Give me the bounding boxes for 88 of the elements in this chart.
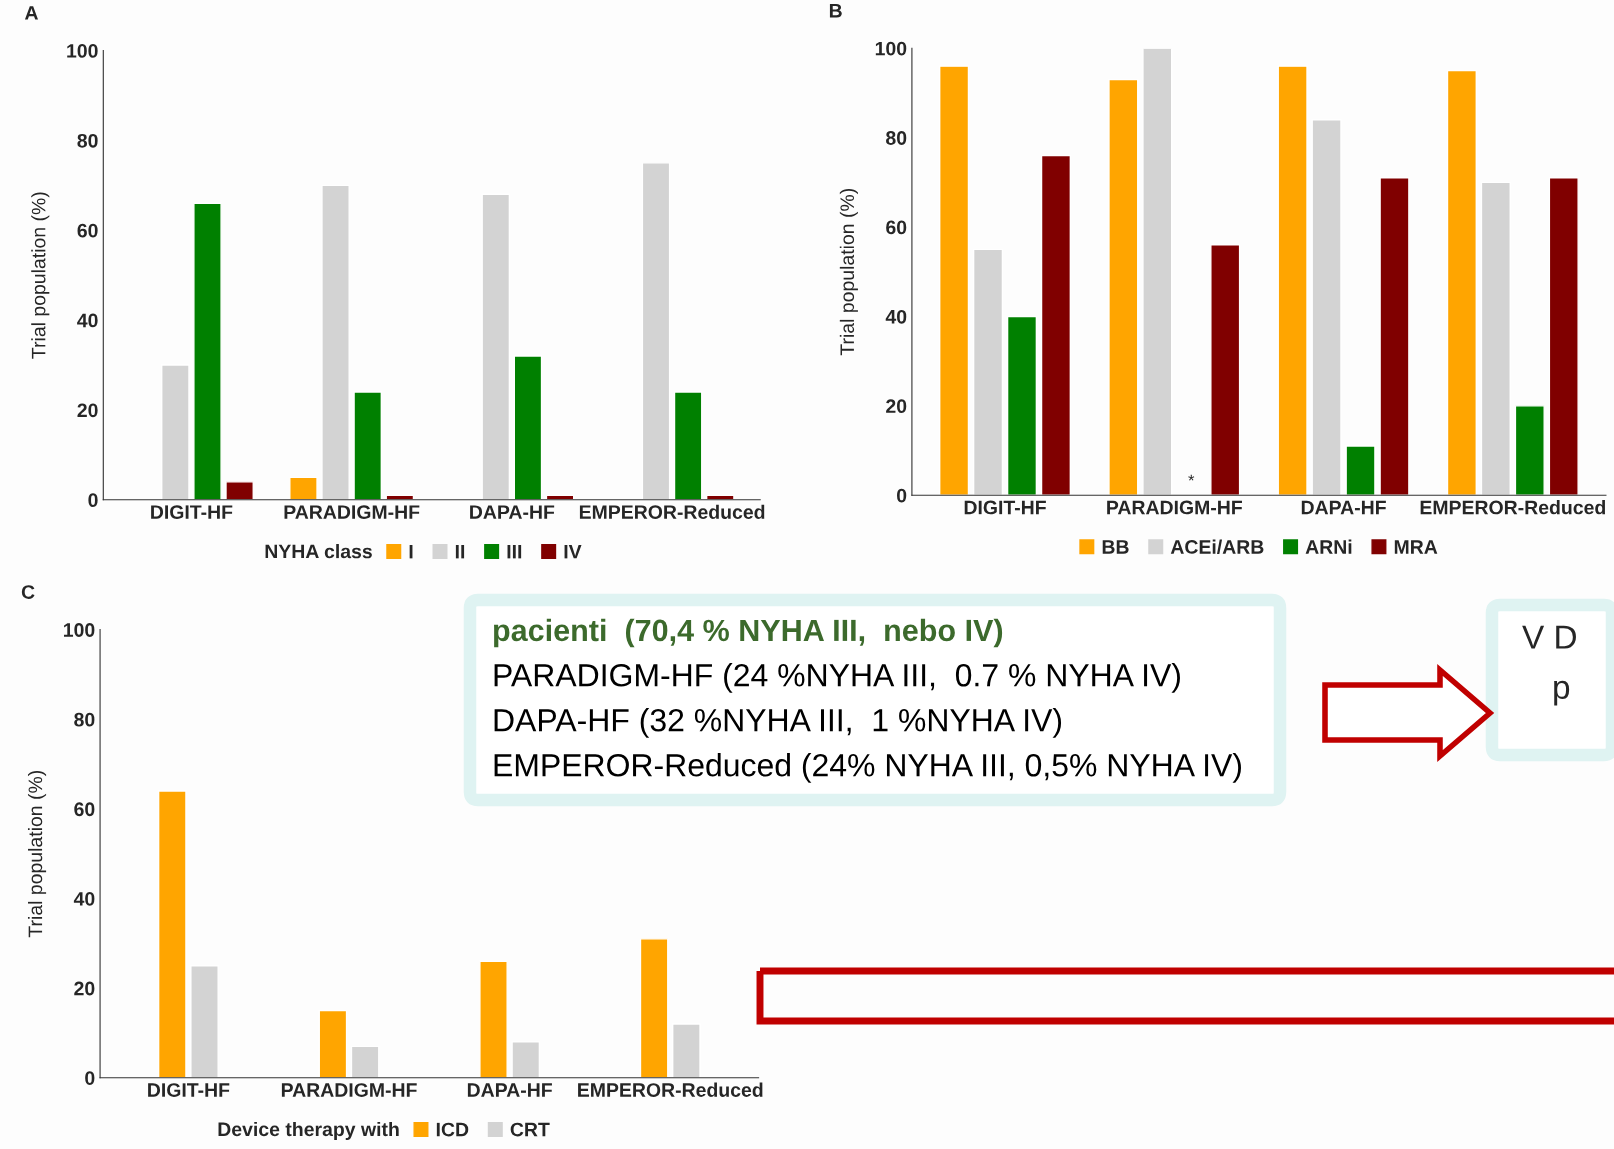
bar [481, 193, 511, 500]
y-axis-title: Trial population (%) [839, 189, 858, 356]
y-tick-label: 80 [74, 712, 95, 727]
x-tick-label: PARADIGM-HF [281, 1083, 417, 1097]
annotation: DAPA-HF (32 %NYHA III, 1 %NYHA IV) [494, 708, 1062, 738]
legend-title: NYHA class [265, 544, 372, 559]
chart-title: C [21, 585, 35, 599]
y-tick-label: 60 [77, 223, 98, 238]
bar [511, 1041, 541, 1078]
bar [1548, 177, 1579, 496]
x-tick-label: PARADIGM-HF [1107, 500, 1242, 515]
bar [479, 960, 508, 1078]
x-tick-label: DAPA-HF [467, 1083, 552, 1097]
legend-label: ARNi [1305, 539, 1352, 554]
legend-label: ICD [436, 1122, 469, 1137]
y-tick-label: 40 [73, 891, 95, 906]
bar [639, 938, 669, 1078]
y-axis-title: Trial population (%) [31, 192, 50, 359]
x-tick-label: PARADIGM-HF [284, 505, 420, 519]
bar [190, 965, 219, 1078]
annotation: * [1188, 474, 1195, 481]
bar [1210, 244, 1241, 496]
bar [1006, 315, 1038, 496]
y-tick-label: 20 [74, 981, 95, 996]
text: p [1554, 680, 1570, 706]
x-tick-label: DAPA-HF [470, 505, 555, 519]
bar [1142, 48, 1173, 496]
x-tick-label: DIGIT-HF [964, 500, 1046, 515]
legend-label: CRT [510, 1122, 550, 1137]
bar [938, 65, 970, 496]
legend-label: BB [1102, 540, 1129, 554]
legend-label: IV [564, 544, 582, 559]
y-tick-label: 80 [886, 131, 907, 145]
y-tick-label: 0 [897, 488, 907, 503]
bar [1446, 69, 1477, 496]
y-tick-label: 100 [875, 41, 907, 56]
x-tick-label: DAPA-HF [1301, 500, 1386, 515]
x-tick-label: DIGIT-HF [151, 505, 233, 519]
y-tick-label: 40 [77, 313, 98, 328]
y-tick-label: 60 [886, 220, 907, 235]
x-tick-label: DIGIT-HF [148, 1083, 230, 1097]
bar [673, 391, 703, 500]
y-tick-label: 20 [77, 403, 98, 418]
legend-label: III [507, 544, 522, 559]
y-tick-label: 100 [67, 44, 98, 58]
y-tick-label: 0 [88, 493, 98, 508]
bar [672, 1023, 701, 1078]
legend-label: ACEi/ARB [1170, 539, 1264, 555]
bar [225, 481, 254, 500]
legend-title: Device therapy with [218, 1121, 399, 1141]
bar [1108, 78, 1139, 496]
bar [353, 391, 383, 500]
bar [1514, 405, 1545, 496]
annotation: pacienti (70,4 % NYHA III, nebo IV) [494, 618, 1003, 648]
bar [318, 1009, 348, 1078]
bar [1311, 119, 1342, 496]
y-tick-label: 20 [886, 399, 907, 414]
bar [513, 355, 543, 500]
y-tick-label: 100 [63, 623, 95, 637]
y-tick-label: 80 [77, 133, 98, 148]
annotation: EMPEROR-Reduced (24% NYHA III, 0,5% NYHA IV) [494, 753, 1241, 783]
y-tick-label: 40 [885, 309, 907, 324]
y-tick-label: 0 [85, 1071, 95, 1085]
chart-title: A [24, 6, 38, 20]
bar [1480, 181, 1511, 496]
chart-title: B [829, 4, 842, 18]
x-tick-label: EMPEROR-Reduced [579, 504, 765, 519]
bar [350, 1045, 380, 1078]
bar [161, 364, 190, 500]
bar [193, 202, 222, 500]
bar [1379, 177, 1410, 496]
legend-label: I [409, 544, 413, 559]
bar [1277, 65, 1308, 496]
legend-label: MRA [1394, 540, 1438, 554]
bar [1345, 445, 1376, 496]
x-tick-label: EMPEROR-Reduced [578, 1082, 763, 1097]
text: V D [1522, 625, 1576, 649]
annotation: PARADIGM-HF (24 %NYHA III, 0.7 % NYHA IV) [494, 663, 1180, 693]
y-tick-label: 60 [74, 802, 95, 817]
bar [1040, 154, 1072, 496]
bar [157, 790, 187, 1078]
y-axis-title: Trial population (%) [27, 770, 47, 938]
legend-label: II [455, 544, 465, 559]
bar [289, 476, 318, 500]
bar [972, 248, 1004, 496]
bar [641, 162, 671, 500]
x-tick-label: EMPEROR-Reduced [1420, 500, 1606, 515]
bar [321, 184, 350, 500]
